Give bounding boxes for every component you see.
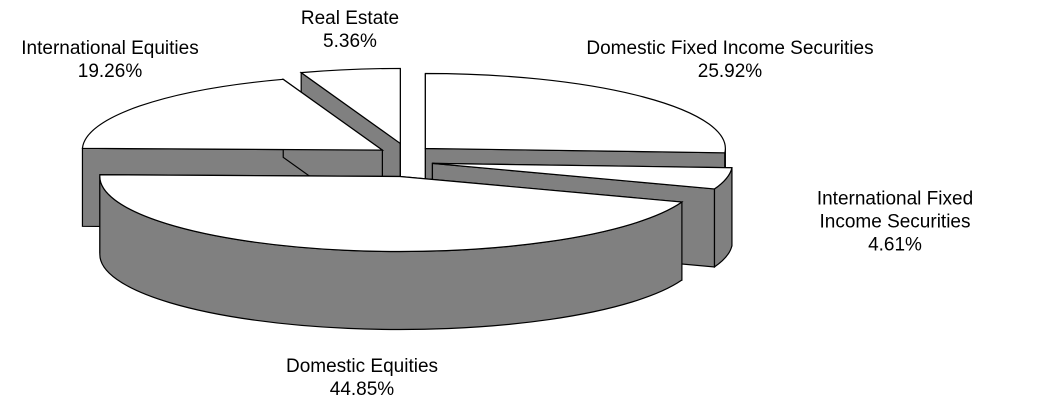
slice-label: Domestic Equities 44.85% (286, 355, 438, 401)
slice (424, 72, 726, 154)
value-label: 5.36% (323, 31, 377, 52)
slice-label: International Equities 19.26% (21, 37, 198, 83)
slice-label: Real Estate 5.36% (301, 7, 399, 53)
category-label: Domestic Equities (285, 356, 439, 377)
slice (81, 78, 385, 151)
category-label: Real Estate (300, 8, 400, 29)
category-label: Domestic Fixed Income Securities (586, 38, 874, 59)
slice-label: Domestic Fixed Income Securities 25.92% (586, 37, 873, 83)
slice (299, 67, 401, 145)
slice-label: International Fixed Income Securities 4.6… (812, 188, 979, 257)
value-label: 4.61% (868, 234, 922, 256)
value-label: 19.26% (77, 61, 143, 82)
slice (432, 162, 733, 190)
category-label: International Equities (21, 38, 199, 59)
category-label: International Fixed Income Securities (816, 188, 974, 233)
slice (99, 174, 684, 253)
value-label: 25.92% (697, 61, 763, 82)
value-label: 44.85% (329, 379, 395, 400)
